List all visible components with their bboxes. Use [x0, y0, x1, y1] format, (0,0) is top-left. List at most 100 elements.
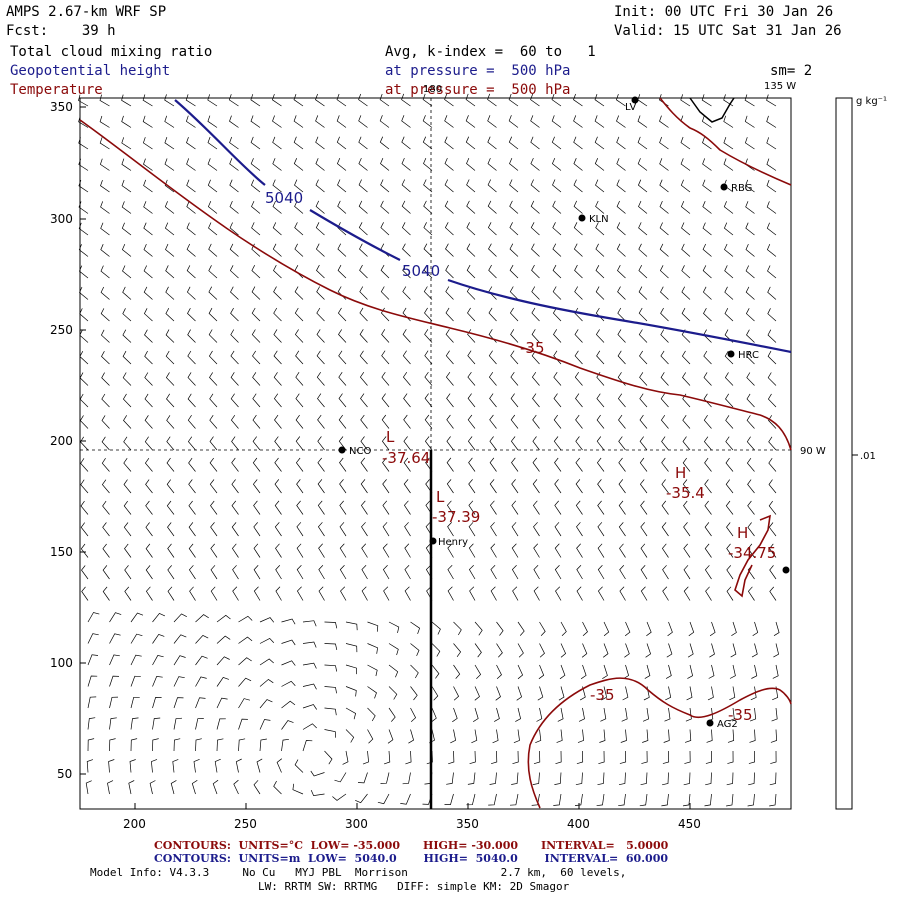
wind-barb: [256, 758, 263, 773]
wind-barb: [468, 564, 476, 580]
wind-barb: [554, 479, 562, 494]
wind-barb: [638, 329, 648, 343]
wind-barb: [87, 738, 95, 752]
wind-barb: [577, 729, 584, 743]
wind-barb: [166, 500, 175, 515]
wind-barb: [121, 201, 132, 214]
wind-barb: [382, 457, 390, 472]
wind-barb: [100, 201, 110, 214]
wind-barb: [143, 158, 153, 171]
wind-barb: [767, 286, 777, 300]
wind-barb: [173, 717, 183, 730]
wind-barb: [173, 697, 184, 709]
wind-barb: [122, 350, 132, 365]
wind-barb: [447, 586, 454, 601]
y-axis: 350 300 250 200 150 100 50: [50, 100, 86, 781]
wind-barb: [361, 564, 368, 580]
wind-barb: [660, 415, 669, 429]
wind-barb: [100, 329, 110, 343]
wind-barb: [536, 707, 543, 722]
wind-barb: [332, 793, 347, 801]
wind-barb: [315, 179, 325, 193]
wind-barb: [317, 436, 325, 451]
wind-barb: [489, 436, 497, 451]
wind-barb: [444, 793, 454, 805]
wind-barb: [281, 700, 296, 709]
wind-barb: [513, 729, 520, 744]
wind-barb: [212, 779, 219, 795]
wind-barb: [573, 93, 583, 107]
wind-barb: [642, 707, 649, 722]
wind-barb: [615, 93, 626, 107]
wind-barb: [252, 457, 261, 472]
wind-barb: [532, 457, 540, 472]
wind-barb: [680, 179, 691, 193]
wind-barb: [467, 436, 476, 451]
wind-barb: [555, 750, 562, 765]
wind-barb: [359, 350, 368, 365]
wind-barb: [294, 307, 304, 322]
wind-barb: [121, 94, 132, 107]
wind-barb: [747, 500, 755, 515]
colorbar-tick-label: .01: [860, 451, 876, 462]
extremum-type: L: [386, 428, 395, 446]
wind-barb: [619, 586, 626, 601]
wind-barb: [231, 522, 239, 537]
wind-barb: [422, 93, 433, 107]
wind-barb: [746, 393, 755, 408]
valid-time: Valid: 15 UTC Sat 31 Jan 26: [614, 23, 842, 39]
wind-barb: [533, 522, 540, 537]
wind-barb: [207, 136, 218, 150]
wind-barb: [488, 793, 497, 806]
wind-barb: [121, 115, 132, 128]
wind-barb: [208, 243, 218, 257]
wind-barb: [121, 222, 132, 236]
wind-barb: [703, 415, 712, 429]
wind-barb: [388, 621, 400, 633]
wind-barb: [130, 738, 138, 752]
wind-barb: [726, 772, 734, 786]
wind-barb: [360, 479, 368, 494]
wind-barb: [195, 676, 207, 687]
wind-barb: [487, 157, 497, 171]
wind-barb: [208, 286, 218, 300]
wind-barb: [250, 115, 261, 128]
wind-barb: [273, 286, 282, 300]
wind-barb: [124, 565, 132, 580]
wind-barb: [122, 372, 132, 386]
wind-barb: [617, 329, 626, 343]
wind-barb: [702, 136, 712, 150]
wind-barb: [767, 372, 777, 386]
colorbar: [835, 97, 853, 810]
wind-barb: [468, 543, 476, 558]
wind-barb: [338, 414, 347, 429]
wind-barb: [575, 772, 583, 786]
wind-barb: [616, 179, 626, 193]
wind-barb: [554, 565, 562, 580]
wind-barb: [450, 729, 456, 744]
wind-barb: [746, 415, 755, 429]
wind-barb: [560, 643, 567, 658]
wind-barb: [424, 371, 433, 386]
wind-barb: [465, 93, 476, 107]
wind-barb: [660, 286, 669, 300]
wind-barb: [189, 586, 196, 601]
wind-barb: [274, 436, 282, 451]
wind-barb: [195, 718, 204, 730]
wind-barb: [575, 457, 583, 472]
wind-barb: [231, 479, 239, 494]
wind-barb: [531, 307, 540, 322]
wind-barb: [599, 729, 606, 743]
wind-barb: [444, 136, 454, 150]
wind-barb: [102, 565, 110, 580]
wind-barb: [684, 729, 692, 743]
wind-barb: [109, 738, 116, 752]
wind-barb: [705, 772, 712, 786]
wind-barb: [772, 664, 779, 679]
wind-barb: [209, 393, 218, 408]
wind-barb: [358, 115, 368, 128]
wind-barb: [273, 329, 282, 343]
wind-barb: [275, 586, 282, 601]
wind-barb: [252, 350, 261, 365]
wind-barb: [123, 415, 132, 429]
